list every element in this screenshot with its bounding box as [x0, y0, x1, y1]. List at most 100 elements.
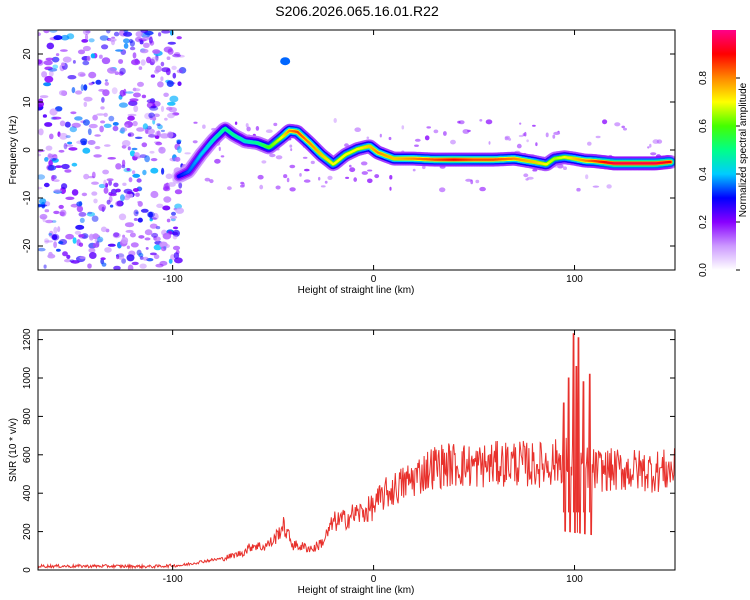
noise-blob	[171, 65, 177, 70]
colorbar-tick-label: 0.0	[698, 263, 709, 277]
noise-speckle	[545, 132, 549, 138]
noise-blob	[88, 123, 98, 129]
noise-blob	[133, 105, 139, 113]
noise-blob	[92, 242, 100, 248]
noise-blob	[100, 226, 107, 233]
noise-blob	[166, 218, 171, 223]
noise-blob	[92, 233, 99, 240]
noise-blob	[96, 113, 105, 116]
noise-blob	[39, 213, 48, 220]
noise-blob	[70, 260, 80, 264]
noise-blob	[165, 173, 173, 180]
noise-blob	[169, 95, 179, 103]
noise-blob	[100, 257, 106, 261]
noise-blob	[150, 158, 158, 162]
noise-speckle	[552, 134, 556, 139]
noise-blob	[155, 141, 163, 146]
noise-speckle	[519, 122, 522, 125]
noise-blob	[45, 219, 54, 224]
noise-blob	[174, 257, 183, 264]
noise-speckle	[422, 165, 426, 170]
noise-speckle	[310, 160, 315, 165]
noise-speckle	[234, 121, 238, 125]
noise-blob	[164, 183, 169, 187]
noise-blob	[176, 69, 183, 74]
noise-speckle	[192, 140, 198, 144]
noise-blob	[178, 182, 183, 189]
noise-blob	[43, 82, 52, 87]
noise-blob	[104, 247, 112, 253]
noise-blob	[38, 32, 41, 37]
noise-blob	[113, 232, 120, 238]
noise-blob	[65, 144, 74, 147]
noise-blob	[113, 265, 121, 270]
noise-blob	[131, 59, 141, 66]
noise-blob	[44, 201, 51, 207]
noise-blob	[175, 207, 185, 214]
noise-blob	[71, 162, 78, 167]
noise-blob	[127, 264, 134, 270]
noise-blob	[132, 52, 137, 59]
noise-blob	[158, 32, 162, 37]
noise-blob	[76, 201, 83, 207]
noise-blob	[128, 177, 133, 183]
noise-blob	[173, 252, 180, 259]
x-tick-label: 100	[566, 574, 583, 585]
noise-blob	[65, 135, 71, 139]
noise-blob	[48, 70, 54, 77]
noise-speckle	[257, 174, 264, 180]
noise-blob	[148, 36, 153, 44]
noise-speckle	[595, 135, 601, 139]
noise-blob	[139, 40, 144, 45]
y-tick-label: -20	[22, 238, 33, 253]
noise-speckle	[389, 175, 393, 180]
noise-blob	[104, 182, 109, 188]
noise-blob	[98, 204, 107, 212]
noise-blob	[120, 194, 125, 202]
noise-blob	[135, 31, 143, 38]
noise-speckle	[623, 127, 627, 131]
noise-blob	[71, 189, 79, 196]
noise-blob	[147, 211, 155, 218]
noise-speckle	[475, 179, 480, 184]
noise-blob	[137, 81, 144, 87]
noise-speckle	[289, 144, 293, 148]
noise-blob	[45, 145, 53, 151]
noise-blob	[58, 90, 67, 96]
noise-blob	[142, 36, 150, 41]
noise-blob	[156, 203, 164, 208]
noise-blob	[142, 123, 148, 130]
noise-blob	[118, 213, 127, 221]
noise-blob	[103, 123, 112, 128]
noise-blob	[134, 136, 143, 139]
noise-speckle	[345, 176, 350, 179]
noise-blob	[42, 114, 48, 118]
noise-speckle	[318, 176, 321, 181]
noise-speckle	[401, 125, 405, 130]
noise-blob	[47, 165, 57, 171]
noise-blob	[125, 193, 134, 199]
noise-blob	[44, 75, 54, 83]
snr-frame	[37, 329, 676, 571]
noise-blob	[114, 71, 120, 75]
noise-blob	[65, 233, 74, 240]
noise-blob	[47, 253, 56, 259]
noise-blob	[125, 91, 134, 94]
noise-blob	[165, 68, 171, 76]
noise-blob	[139, 48, 149, 54]
noise-blob	[133, 218, 138, 221]
noise-speckle	[374, 174, 380, 179]
noise-blob	[141, 142, 148, 148]
noise-speckle	[269, 153, 276, 158]
noise-blob	[53, 188, 63, 193]
noise-blob	[132, 120, 138, 127]
noise-blob	[169, 215, 178, 219]
x-tick-label: -100	[163, 274, 183, 285]
noise-blob	[101, 262, 107, 267]
noise-blob	[107, 243, 116, 247]
snr-xlabel: Height of straight line (km)	[298, 585, 415, 596]
colorbar-label: Normalized spectral amplitude	[738, 82, 749, 217]
noise-blob	[118, 102, 128, 108]
